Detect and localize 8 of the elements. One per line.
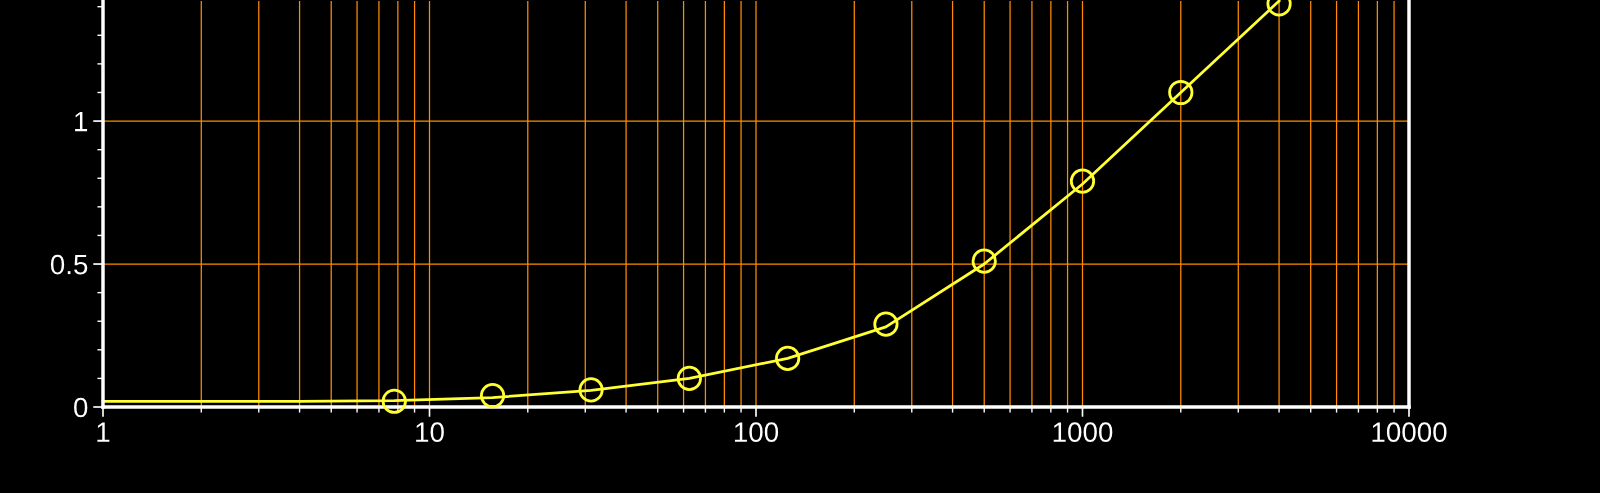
x-tick-label: 10 bbox=[416, 422, 444, 442]
x-tick-label: 10000 bbox=[1372, 422, 1447, 442]
x-tick-label: 1000 bbox=[1053, 422, 1113, 442]
x-tick-label: 100 bbox=[734, 422, 779, 442]
y-tick-label: 1 bbox=[75, 112, 88, 132]
x-tick-label: 1 bbox=[97, 422, 110, 442]
y-tick-label: 0 bbox=[74, 397, 88, 418]
y-tick-label: 0.5 bbox=[50, 254, 88, 275]
